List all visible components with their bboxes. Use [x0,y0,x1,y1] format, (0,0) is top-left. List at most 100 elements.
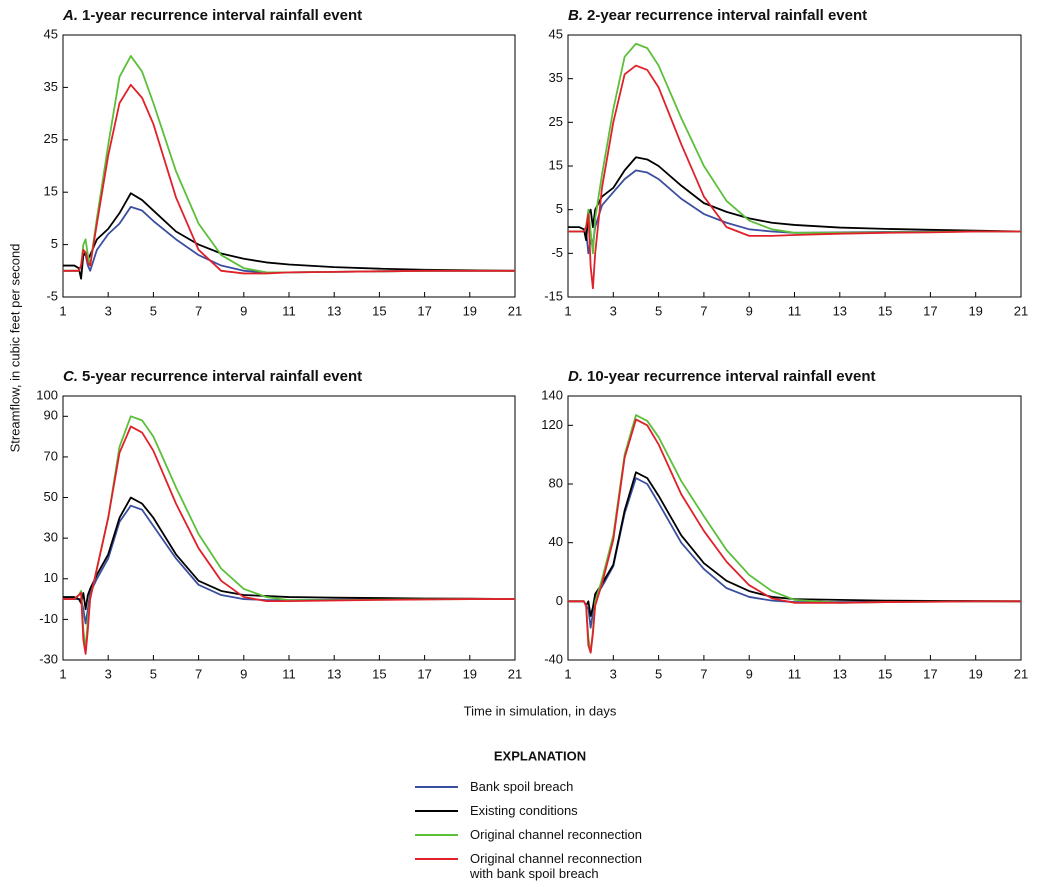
y-tick-label: 25 [44,131,58,146]
x-tick-label: 13 [327,303,341,318]
panel-title: B. 2-year recurrence interval rainfall ev… [568,7,867,24]
x-tick-label: 13 [833,666,847,681]
y-tick-label: 0 [556,593,563,608]
x-tick-label: 1 [59,303,66,318]
series-line [63,83,515,275]
series-line [568,471,1022,617]
x-tick-label: 17 [923,666,937,681]
x-tick-label: 15 [878,303,892,318]
y-tick-label: 25 [549,114,563,129]
plot-frame [567,34,1022,298]
x-tick-label: 19 [463,666,477,681]
y-tick-label: 5 [51,236,58,251]
x-tick-label: 19 [968,303,982,318]
series-line [568,418,1021,654]
series-line [568,477,1021,629]
y-tick-label: -40 [544,651,563,666]
x-tick-label: 21 [508,303,522,318]
legend-title: EXPLANATION [494,748,586,763]
x-tick-label: 3 [105,666,112,681]
y-tick-label: 70 [44,448,58,463]
series-line [63,415,515,651]
panel-label: A. [62,7,78,24]
y-tick-label: 10 [44,570,58,585]
x-tick-label: 15 [372,303,386,318]
x-tick-label: 7 [700,303,707,318]
legend-label: Bank spoil breach [470,779,574,794]
y-tick-label: 35 [549,70,563,85]
panel-label: C. [63,368,78,385]
legend-label: Existing conditions [470,803,578,818]
y-tick-label: -15 [544,288,563,303]
x-tick-label: 11 [282,666,296,681]
y-tick-label: 30 [44,530,58,545]
series-line [63,425,515,655]
panel-title-text: 2-year recurrence interval rainfall even… [587,7,867,24]
x-tick-label: 15 [878,666,892,681]
legend-label: Original channel reconnection [470,827,642,842]
y-tick-label: 90 [44,408,58,423]
x-tick-label: 5 [655,303,662,318]
panel-title: A. 1-year recurrence interval rainfall ev… [62,7,362,24]
x-tick-label: 13 [327,666,341,681]
x-axis-label: Time in simulation, in days [464,703,617,718]
plot-frame [62,395,516,661]
y-axis-label: Streamflow, in cubic feet per second [7,244,22,453]
x-tick-label: 21 [508,666,522,681]
x-tick-label: 5 [150,666,157,681]
x-tick-label: 7 [700,666,707,681]
y-tick-label: -5 [551,245,563,260]
x-tick-label: 17 [417,303,431,318]
x-tick-label: 7 [195,666,202,681]
y-tick-label: 5 [556,201,563,216]
x-tick-label: 17 [923,303,937,318]
x-tick-label: 1 [564,666,571,681]
legend-label: Original channel reconnection with bank … [470,851,642,881]
x-tick-label: 11 [788,666,802,681]
x-tick-label: 11 [788,303,802,318]
series-line [63,504,515,625]
panel-title-text: 5-year recurrence interval rainfall even… [82,368,362,385]
plot-frame [62,34,516,298]
x-tick-label: 3 [610,303,617,318]
x-tick-label: 21 [1014,666,1028,681]
x-tick-label: 9 [240,303,247,318]
series-line [63,205,515,274]
x-tick-label: 9 [746,666,753,681]
y-tick-label: 45 [44,26,58,41]
panel-title-text: 1-year recurrence interval rainfall even… [82,7,362,24]
x-tick-label: 21 [1014,303,1028,318]
y-tick-label: 120 [541,417,563,432]
series-line [568,169,1021,255]
y-tick-label: -10 [39,611,58,626]
y-tick-label: -30 [39,651,58,666]
x-tick-label: 9 [746,303,753,318]
x-tick-label: 7 [195,303,202,318]
panel-label: D. [568,368,583,385]
x-tick-label: 1 [59,666,66,681]
panel-title: D. 10-year recurrence interval rainfall e… [568,368,876,385]
panel-label: B. [568,7,583,24]
x-tick-label: 3 [105,303,112,318]
x-tick-label: 11 [282,303,296,318]
x-tick-label: 5 [655,666,662,681]
y-tick-label: 15 [44,184,58,199]
series-line [568,42,1021,255]
series-line [568,64,1021,290]
panel-title: C. 5-year recurrence interval rainfall ev… [63,368,362,385]
y-tick-label: 80 [549,475,563,490]
x-tick-label: 1 [564,303,571,318]
series-line [63,496,516,611]
y-tick-label: 140 [541,387,563,402]
y-tick-label: -5 [46,288,58,303]
x-tick-label: 3 [610,666,617,681]
y-tick-label: 35 [44,79,58,94]
y-tick-label: 100 [36,387,58,402]
y-tick-label: 45 [549,26,563,41]
x-tick-label: 17 [417,666,431,681]
x-tick-label: 9 [240,666,247,681]
plot-frame [567,395,1022,661]
y-tick-label: 50 [44,489,58,504]
